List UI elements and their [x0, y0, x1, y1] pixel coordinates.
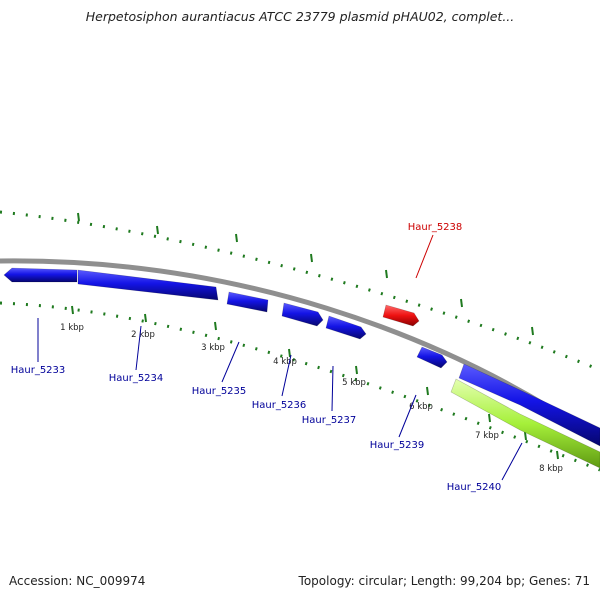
gene-leader-line	[331, 365, 334, 412]
outer-major-tick	[385, 269, 388, 279]
gene-label[interactable]: Haur_5240	[447, 482, 502, 493]
scale-label: 2 kbp	[131, 330, 155, 340]
inner-major-tick	[144, 313, 147, 323]
inner-major-tick	[355, 365, 358, 375]
gene-leader-line	[501, 442, 523, 481]
gene-arrow-haur-5234[interactable]	[77, 269, 219, 301]
gene-arrow-haur-5236[interactable]	[281, 302, 324, 327]
inner-major-tick	[214, 321, 217, 331]
gene-label[interactable]: Haur_5234	[109, 373, 164, 384]
outer-major-tick	[235, 233, 238, 243]
inner-major-tick	[556, 450, 559, 460]
scale-label: 7 kbp	[475, 431, 499, 441]
scale-label: 3 kbp	[201, 343, 225, 353]
inner-major-tick	[524, 431, 527, 441]
gene-arrow-haur-5239[interactable]	[416, 346, 448, 369]
scale-label: 1 kbp	[60, 323, 84, 333]
map-title: Herpetosiphon aurantiacus ATCC 23779 pla…	[85, 9, 515, 24]
gene-label[interactable]: Haur_5239	[370, 440, 425, 451]
scale-label: 6 kbp	[409, 402, 433, 412]
gene-arrow-haur-5235[interactable]	[226, 291, 269, 313]
accession-label: Accession: NC_009974	[9, 574, 146, 588]
gene-leader-line	[221, 341, 240, 383]
scale-label: 5 kbp	[342, 378, 366, 388]
gene-label[interactable]: Haur_5236	[252, 400, 307, 411]
topology-stats-label: Topology: circular; Length: 99,204 bp; G…	[298, 574, 590, 588]
gene-leader-line	[415, 234, 434, 279]
outer-major-tick	[460, 298, 463, 308]
outer-major-tick	[310, 253, 313, 263]
outer-major-tick	[531, 326, 534, 336]
gene-arrow-haur-5240[interactable]	[458, 363, 600, 447]
gene-arrow-haur-5233[interactable]	[3, 267, 78, 283]
gene-arrow-haur-5237[interactable]	[325, 315, 367, 340]
scale-label: 8 kbp	[539, 464, 563, 474]
outer-major-tick	[156, 225, 159, 235]
inner-major-tick	[71, 305, 74, 315]
gene-label[interactable]: Haur_5238	[408, 222, 463, 233]
gene-leader-line	[281, 354, 292, 397]
lime-feature[interactable]	[450, 378, 600, 469]
gene-label[interactable]: Haur_5237	[302, 415, 357, 426]
outer-tick-ring	[0, 210, 600, 372]
gene-leader-line	[135, 325, 142, 371]
inner-major-tick	[426, 386, 429, 396]
scale-label: 4 kbp	[273, 357, 297, 367]
gene-label[interactable]: Haur_5235	[192, 386, 247, 397]
inner-major-tick	[288, 348, 291, 358]
gene-arrow-haur-5238[interactable]	[382, 304, 420, 327]
gene-label[interactable]: Haur_5233	[11, 365, 66, 376]
gene-leader-line	[398, 394, 417, 438]
outer-major-tick	[77, 212, 80, 222]
inner-major-tick	[488, 413, 491, 423]
